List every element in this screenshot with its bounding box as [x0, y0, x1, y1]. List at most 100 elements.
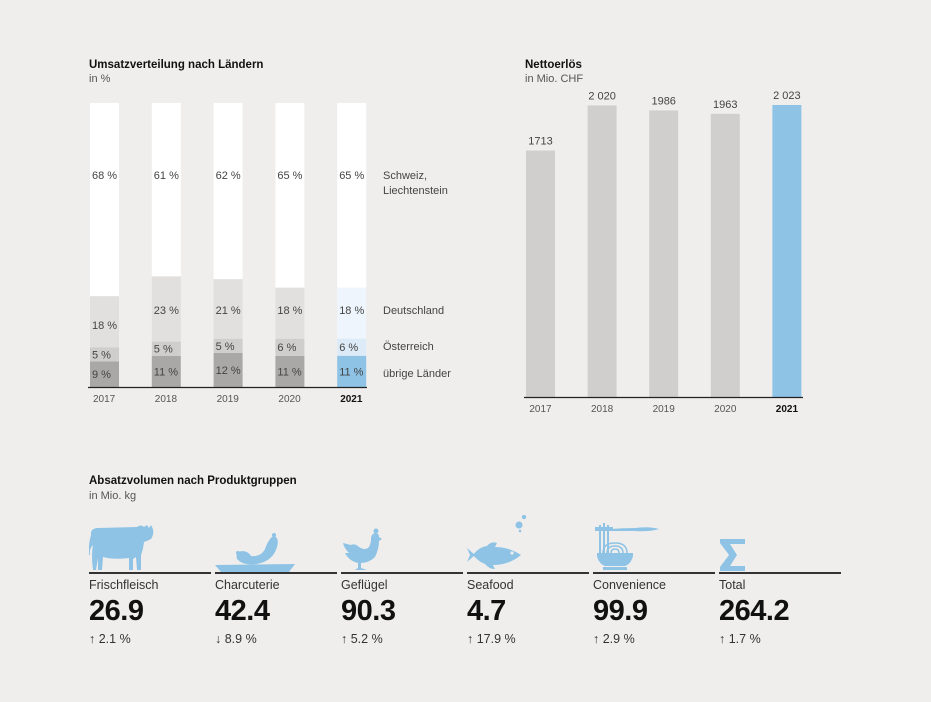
value-label: 23 %	[154, 305, 179, 317]
bar-segment-deutschland-2021	[337, 287, 367, 339]
x-tick-label-2020: 2020	[714, 404, 737, 415]
bar-segment-deutschland-2019	[213, 279, 243, 339]
bar-segment-schweiz-liechtenstein-2017	[90, 103, 119, 297]
product-group-total: Total 264.2 ↑ 1.7 %	[719, 515, 841, 655]
value-label-2019: 1986	[651, 95, 675, 107]
bar-segment-übrige-länder-2019	[213, 352, 243, 387]
x-tick-label-2019: 2019	[217, 394, 240, 405]
value-label: 65 %	[339, 170, 364, 182]
bar-2019	[649, 110, 679, 398]
value-label-2020: 1963	[713, 99, 737, 111]
bar-segment-schweiz-liechtenstein-2018	[151, 103, 181, 277]
bar-segment-übrige-länder-2017	[90, 361, 119, 387]
legend-label: Schweiz,	[383, 170, 427, 182]
product-change: ↑ 2.9 %	[593, 632, 635, 646]
value-label-2018: 2 020	[588, 90, 616, 102]
value-label: 68 %	[92, 170, 117, 182]
bar-segment-übrige-länder-2020	[275, 355, 305, 387]
value-label: 11 %	[277, 366, 301, 378]
value-label: 65 %	[277, 170, 302, 182]
product-volume-title: Absatzvolumen nach Produktgruppen	[89, 475, 297, 487]
value-label-2017: 1713	[528, 136, 552, 148]
x-tick-label-2018: 2018	[155, 394, 178, 405]
sales-distribution-subtitle: in %	[89, 73, 111, 85]
bar-segment-österreich-2019	[213, 338, 243, 353]
bar-segment-schweiz-liechtenstein-2021	[337, 103, 367, 288]
noodles-icon	[595, 523, 659, 570]
product-name: Geflügel	[341, 578, 388, 592]
fish-icon	[467, 515, 527, 569]
legend-label: Liechtenstein	[383, 185, 448, 197]
product-change: ↑ 1.7 %	[719, 632, 761, 646]
value-label: 11 %	[339, 366, 363, 378]
product-name: Convenience	[593, 578, 666, 592]
value-label: 18 %	[92, 320, 117, 332]
divider	[215, 572, 337, 574]
value-label: 5 %	[216, 341, 235, 353]
product-name: Seafood	[467, 578, 514, 592]
sales-distribution-chart: 9 % 5 % 18 % 68 % 2017 11 % 5 % 23 % 61 % 2018 12 …	[88, 103, 451, 405]
value-label: 18 %	[277, 305, 302, 317]
value-label: 5 %	[154, 344, 173, 356]
bar-2017	[526, 150, 555, 397]
x-tick-label-2017: 2017	[93, 394, 116, 405]
value-label: 5 %	[92, 349, 111, 361]
x-tick-label-2018: 2018	[591, 404, 614, 415]
x-tick-label-2021: 2021	[776, 404, 799, 415]
product-value: 264.2	[719, 595, 790, 627]
sigma-icon	[720, 539, 745, 571]
value-label: 12 %	[216, 365, 241, 377]
value-label: 6 %	[277, 342, 296, 354]
product-group-gefluegel: Geflügel 90.3 ↑ 5.2 %	[341, 515, 463, 655]
product-name: Frischfleisch	[89, 578, 159, 592]
bar-2020	[710, 113, 740, 397]
value-label: 6 %	[339, 342, 358, 354]
product-change: ↓ 8.9 %	[215, 632, 257, 646]
divider	[719, 572, 841, 574]
product-change: ↑ 5.2 %	[341, 632, 383, 646]
product-value: 90.3	[341, 595, 396, 627]
divider	[467, 572, 589, 574]
net-revenue-title: Nettoerlös	[525, 59, 582, 71]
bar-segment-übrige-länder-2021	[337, 355, 367, 387]
x-tick-label-2019: 2019	[653, 404, 676, 415]
product-volume-subtitle: in Mio. kg	[89, 490, 137, 502]
bar-segment-schweiz-liechtenstein-2019	[213, 103, 243, 280]
chicken-icon	[343, 528, 382, 570]
product-change: ↑ 2.1 %	[89, 632, 131, 646]
value-label: 62 %	[216, 170, 241, 182]
net-revenue-chart: 1713 2017 2 020 2018 1986 2019 1963 2020 2 023 20…	[524, 90, 803, 415]
bar-segment-österreich-2020	[275, 338, 305, 356]
divider	[593, 572, 715, 574]
product-value: 99.9	[593, 595, 648, 627]
bar-2021	[772, 105, 802, 397]
legend-label: Österreich	[383, 341, 434, 353]
net-revenue-subtitle: in Mio. CHF	[525, 73, 584, 85]
value-label-2021: 2 023	[773, 90, 801, 102]
x-tick-label-2020: 2020	[278, 394, 301, 405]
bar-segment-österreich-2021	[337, 338, 367, 356]
divider	[341, 572, 463, 574]
product-name: Charcuterie	[215, 578, 280, 592]
bar-segment-schweiz-liechtenstein-2020	[275, 103, 305, 288]
value-label: 61 %	[154, 170, 179, 182]
bar-2018	[587, 105, 617, 397]
product-group-charcuterie: Charcuterie 42.4 ↓ 8.9 %	[215, 515, 337, 655]
divider	[89, 572, 211, 574]
product-value: 26.9	[89, 595, 144, 627]
bar-segment-deutschland-2018	[151, 276, 181, 342]
sausage-icon	[215, 533, 295, 572]
value-label: 18 %	[339, 305, 364, 317]
x-tick-label-2021: 2021	[340, 394, 363, 405]
product-name: Total	[719, 578, 746, 592]
sales-distribution-title: Umsatzverteilung nach Ländern	[89, 59, 264, 71]
bar-segment-österreich-2018	[151, 341, 181, 356]
bar-segment-deutschland-2020	[275, 287, 305, 339]
legend-label: übrige Länder	[383, 368, 451, 380]
product-change: ↑ 17.9 %	[467, 632, 516, 646]
value-label: 11 %	[154, 366, 178, 378]
product-group-convenience: Convenience 99.9 ↑ 2.9 %	[593, 515, 715, 655]
product-group-frischfleisch: Frischfleisch 26.9 ↑ 2.1 %	[89, 515, 211, 655]
legend-label: Deutschland	[383, 305, 444, 317]
bar-segment-deutschland-2017	[90, 296, 119, 348]
